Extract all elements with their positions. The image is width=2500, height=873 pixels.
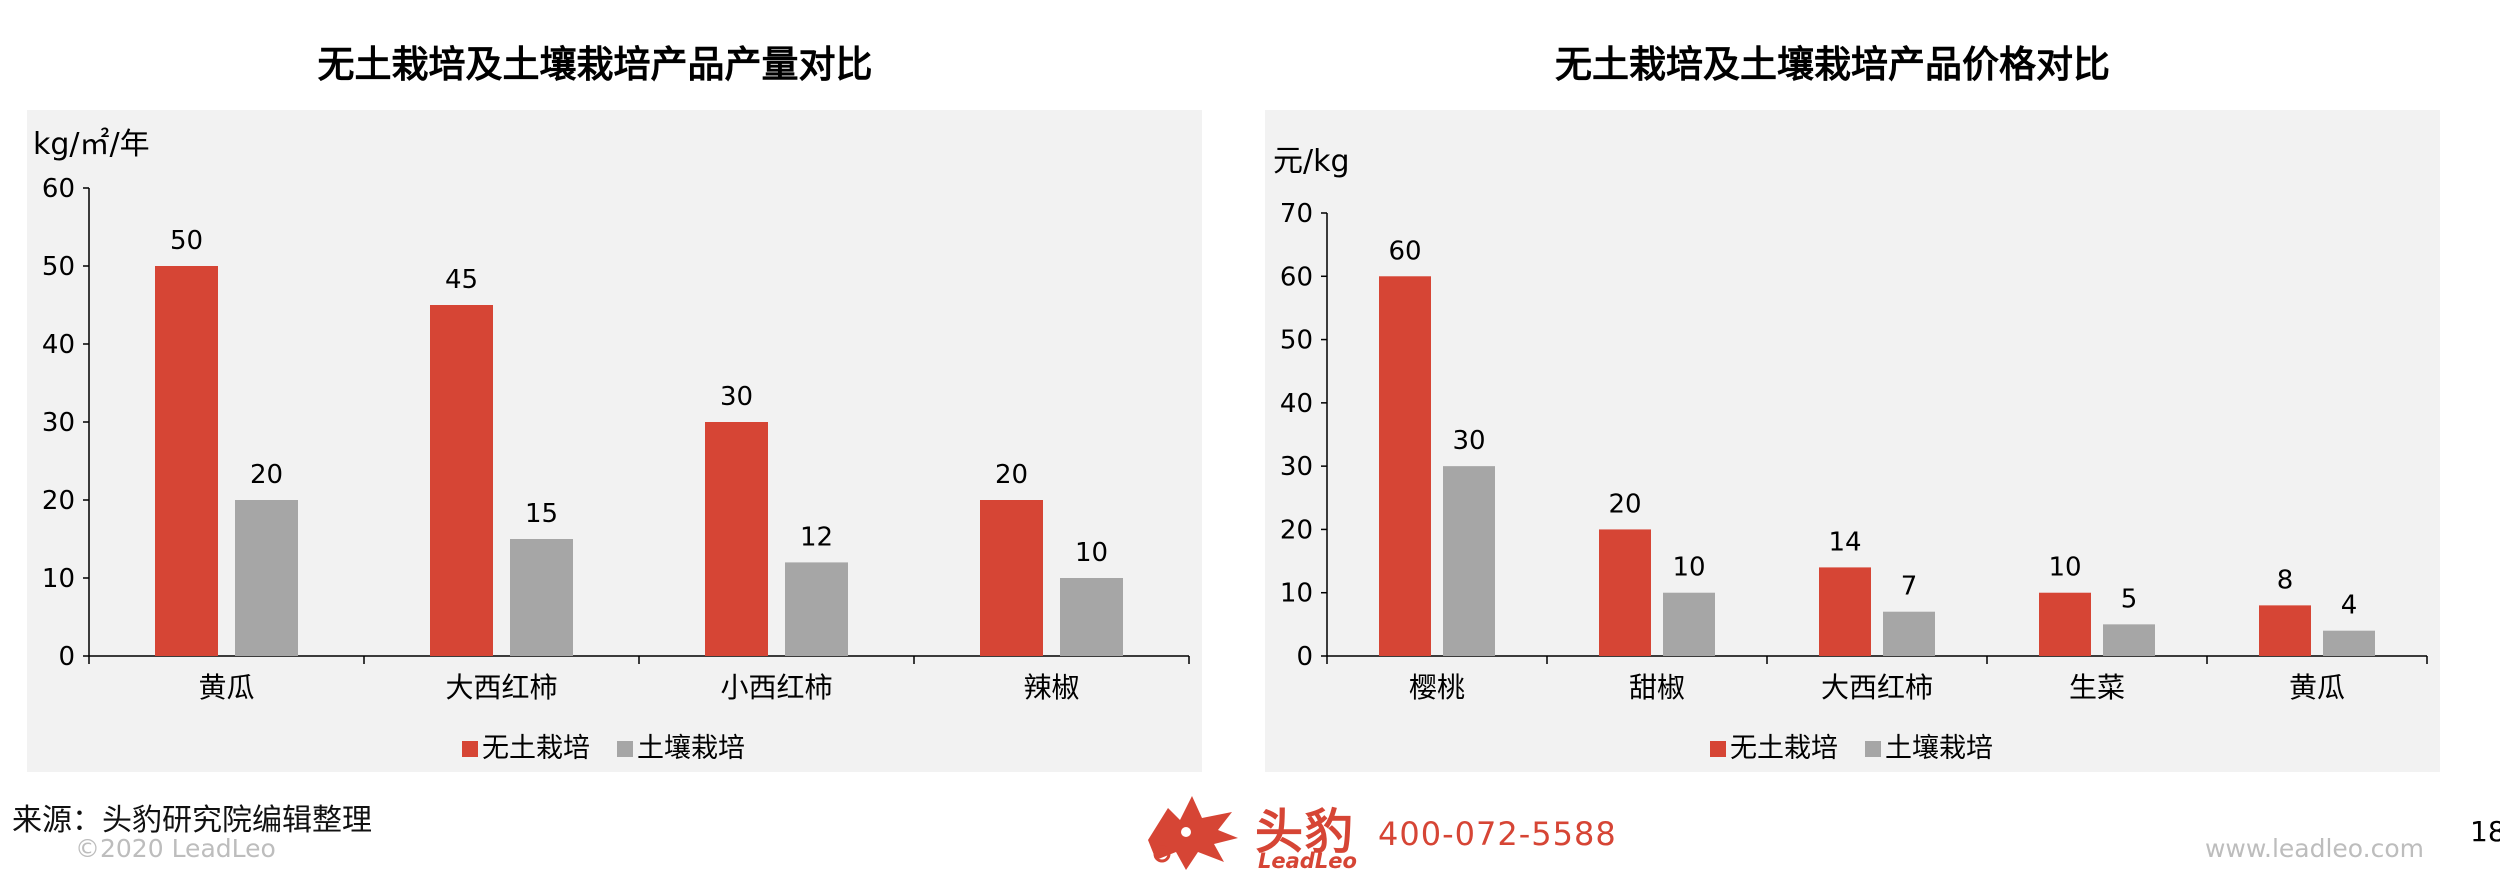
y-tick-label: 10	[42, 564, 75, 594]
leopard-head-logo-icon	[1148, 796, 1238, 870]
data-label: 30	[720, 382, 753, 412]
bar	[2103, 624, 2155, 656]
legend-swatch	[462, 741, 478, 757]
y-tick-label: 10	[1280, 579, 1313, 609]
bar	[2259, 605, 2311, 656]
y-unit-label: kg/㎡/年	[33, 127, 150, 162]
x-tick-label: 黄瓜	[2289, 671, 2345, 704]
data-label: 10	[2048, 553, 2081, 583]
brand-name-en: LeadLeo	[1258, 849, 1357, 873]
legend-label: 无土栽培	[1730, 733, 1838, 764]
legend-label: 土壤栽培	[637, 733, 745, 764]
bar	[1060, 578, 1123, 656]
source-note: 来源：头豹研究院编辑整理	[12, 803, 372, 838]
bar	[155, 266, 218, 656]
legend-label: 土壤栽培	[1885, 733, 1993, 764]
y-unit-label: 元/kg	[1273, 144, 1350, 179]
data-label: 50	[170, 226, 203, 256]
phone-number: 400-072-5588	[1378, 815, 1617, 853]
bar	[785, 562, 848, 656]
chart-panel-price: 元/kg 0 10 20 30 40 50 60 70 樱桃 60 30 甜椒 20 10 大西红柿 14 7 生菜…	[1265, 110, 2440, 772]
bar	[1883, 611, 1935, 656]
y-tick-label: 40	[42, 330, 75, 360]
y-tick-label: 40	[1280, 389, 1313, 419]
legend-swatch	[1865, 741, 1881, 757]
legend-label: 无土栽培	[482, 733, 590, 764]
yield-bar-chart: kg/㎡/年 0 10 20 30 40 50 60 黄瓜 50 20 大西红柿 45 15 小西红柿 30 1…	[33, 127, 1190, 764]
y-tick-label: 0	[58, 642, 75, 672]
bar	[430, 305, 493, 656]
data-label: 12	[800, 522, 833, 552]
data-label: 45	[445, 265, 478, 295]
data-label: 4	[2341, 591, 2358, 621]
data-label: 20	[995, 460, 1028, 490]
x-tick-label: 黄瓜	[198, 671, 254, 704]
y-tick-label: 30	[1280, 452, 1313, 482]
chart-panel-yield: kg/㎡/年 0 10 20 30 40 50 60 黄瓜 50 20 大西红柿 45 15 小西红柿 30 1…	[27, 110, 1202, 772]
data-label: 8	[2277, 565, 2294, 595]
x-tick-label: 辣椒	[1023, 671, 1079, 704]
bar	[1663, 592, 1715, 656]
bar	[2039, 592, 2091, 656]
legend-swatch	[1710, 741, 1726, 757]
data-label: 14	[1828, 527, 1861, 557]
x-tick-label: 大西红柿	[445, 671, 557, 704]
bar	[1819, 567, 1871, 656]
data-label: 7	[1901, 572, 1918, 602]
y-tick-label: 20	[42, 486, 75, 516]
data-label: 10	[1075, 538, 1108, 568]
chart-title-price: 无土栽培及土壤栽培产品价格对比	[1555, 43, 2110, 86]
page-number: 18	[2470, 815, 2500, 848]
bar	[510, 539, 573, 656]
bar	[2323, 630, 2375, 656]
data-label: 15	[525, 499, 558, 529]
copyright-text: ©2020 LeadLeo	[75, 834, 276, 863]
bar	[1599, 529, 1651, 656]
y-tick-label: 30	[42, 408, 75, 438]
y-tick-label: 60	[42, 174, 75, 204]
y-tick-label: 70	[1280, 199, 1313, 229]
bar	[1379, 276, 1431, 656]
data-label: 5	[2121, 584, 2138, 614]
brand-logo	[1140, 790, 1360, 872]
legend-swatch	[617, 741, 633, 757]
x-tick-label: 樱桃	[1409, 671, 1465, 704]
data-label: 30	[1452, 426, 1485, 456]
price-bar-chart: 元/kg 0 10 20 30 40 50 60 70 樱桃 60 30 甜椒 20 10 大西红柿 14 7 生菜…	[1273, 144, 2428, 764]
y-tick-label: 20	[1280, 515, 1313, 545]
website-url: www.leadleo.com	[2204, 834, 2424, 863]
brand-name-cn: 头豹	[1255, 804, 1356, 860]
y-tick-label: 60	[1280, 262, 1313, 292]
bar	[235, 500, 298, 656]
y-tick-label: 50	[42, 252, 75, 282]
data-label: 20	[1608, 489, 1641, 519]
bar	[705, 422, 768, 656]
x-tick-label: 大西红柿	[1821, 671, 1933, 704]
chart-title-yield: 无土栽培及土壤栽培产品产量对比	[317, 43, 873, 86]
data-label: 60	[1388, 236, 1421, 266]
x-tick-label: 甜椒	[1629, 671, 1685, 704]
bar	[980, 500, 1043, 656]
x-tick-label: 小西红柿	[720, 671, 832, 704]
bar	[1443, 466, 1495, 656]
x-tick-label: 生菜	[2069, 671, 2125, 704]
data-label: 10	[1672, 553, 1705, 583]
y-tick-label: 0	[1296, 642, 1313, 672]
y-tick-label: 50	[1280, 326, 1313, 356]
data-label: 20	[250, 460, 283, 490]
